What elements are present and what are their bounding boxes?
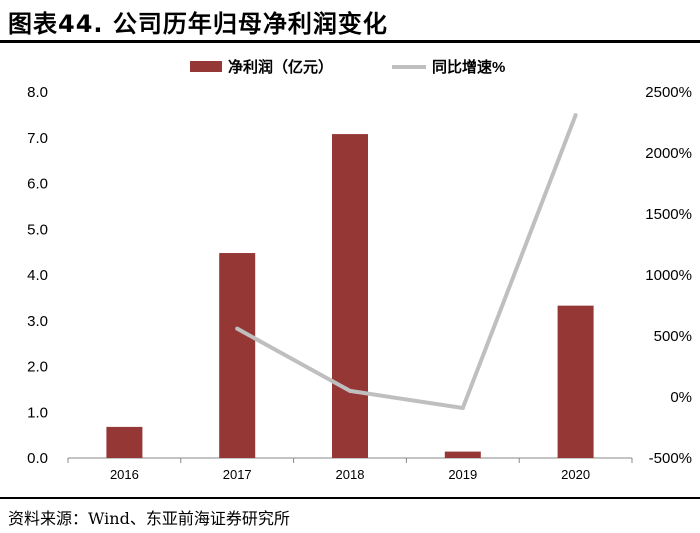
bar-net-profit (557, 305, 594, 458)
footer-rule (0, 497, 700, 499)
line-point-growth (573, 113, 578, 118)
source-note: 资料来源：Wind、东亚前海证券研究所 (8, 509, 290, 528)
y-left-tick-label: 0.0 (27, 450, 48, 467)
y-left-tick-label: 7.0 (27, 130, 48, 147)
line-growth-rate (236, 114, 578, 410)
title-rule (0, 40, 700, 43)
y-left-tick-label: 4.0 (27, 267, 48, 284)
y-right-tick-label: -500% (649, 450, 692, 467)
bar-net-profit (444, 451, 481, 458)
y-left-tick-label: 3.0 (27, 313, 48, 330)
y-right-tick-label: 2000% (645, 145, 692, 162)
y-right-tick-label: 2500% (645, 84, 692, 101)
chart-title: 图表44. 公司历年归母净利润变化 (8, 10, 388, 38)
x-tick-label: 2019 (448, 467, 477, 482)
y-right-tick-label: 0% (670, 389, 692, 406)
legend: 净利润（亿元） 同比增速% (190, 58, 505, 76)
x-tick-label: 2017 (223, 467, 252, 482)
line-point-growth (235, 326, 240, 331)
line-series (235, 113, 578, 410)
y-left-tick-label: 2.0 (27, 359, 48, 376)
bar-series (106, 134, 594, 458)
x-tick-label: 2020 (561, 467, 590, 482)
bar-net-profit (219, 253, 256, 458)
axes: 0.0 1.0 2.0 3.0 4.0 5.0 6.0 7.0 8.0 -500% 0% 500% 10… (27, 84, 692, 482)
x-tick-label: 2018 (336, 467, 365, 482)
y-right-tick-label: 1500% (645, 206, 692, 223)
legend-label-growth: 同比增速% (432, 58, 505, 76)
legend-label-net-profit: 净利润（亿元） (228, 58, 333, 76)
bar-net-profit (106, 426, 143, 458)
y-left-tick-label: 5.0 (27, 221, 48, 238)
y-right-tick-label: 1000% (645, 267, 692, 284)
y-left-tick-label: 6.0 (27, 176, 48, 193)
y-right-tick-label: 500% (654, 328, 692, 345)
bar-net-profit (332, 134, 368, 458)
x-tick-label: 2016 (110, 467, 139, 482)
line-point-growth (348, 388, 352, 393)
legend-bar-swatch (190, 61, 222, 72)
line-point-growth (460, 405, 465, 410)
y-left-tick-label: 1.0 (27, 404, 48, 421)
y-left-tick-label: 8.0 (27, 84, 48, 101)
